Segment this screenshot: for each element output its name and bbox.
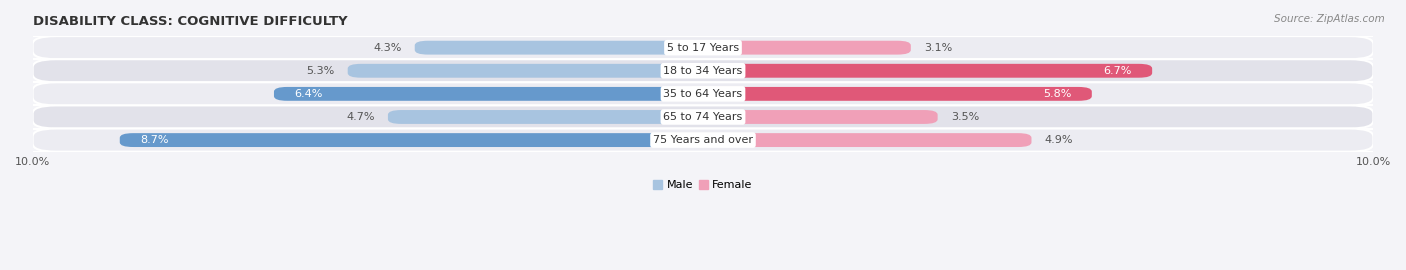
FancyBboxPatch shape	[415, 41, 703, 55]
Text: 3.5%: 3.5%	[950, 112, 980, 122]
Text: 65 to 74 Years: 65 to 74 Years	[664, 112, 742, 122]
Text: 18 to 34 Years: 18 to 34 Years	[664, 66, 742, 76]
FancyBboxPatch shape	[120, 133, 703, 147]
FancyBboxPatch shape	[703, 41, 911, 55]
Text: Source: ZipAtlas.com: Source: ZipAtlas.com	[1274, 14, 1385, 23]
Text: 4.3%: 4.3%	[373, 43, 401, 53]
FancyBboxPatch shape	[32, 59, 1374, 82]
Text: 4.9%: 4.9%	[1045, 135, 1073, 145]
Text: 75 Years and over: 75 Years and over	[652, 135, 754, 145]
Text: 4.7%: 4.7%	[346, 112, 374, 122]
Text: 5 to 17 Years: 5 to 17 Years	[666, 43, 740, 53]
Text: 6.7%: 6.7%	[1104, 66, 1132, 76]
FancyBboxPatch shape	[703, 87, 1092, 101]
Text: 35 to 64 Years: 35 to 64 Years	[664, 89, 742, 99]
Legend: Male, Female: Male, Female	[650, 175, 756, 195]
FancyBboxPatch shape	[32, 36, 1374, 59]
FancyBboxPatch shape	[347, 64, 703, 78]
Text: 6.4%: 6.4%	[294, 89, 322, 99]
FancyBboxPatch shape	[703, 110, 938, 124]
FancyBboxPatch shape	[703, 64, 1152, 78]
Text: DISABILITY CLASS: COGNITIVE DIFFICULTY: DISABILITY CLASS: COGNITIVE DIFFICULTY	[32, 15, 347, 28]
Text: 5.3%: 5.3%	[307, 66, 335, 76]
Text: 8.7%: 8.7%	[139, 135, 169, 145]
FancyBboxPatch shape	[274, 87, 703, 101]
FancyBboxPatch shape	[32, 129, 1374, 152]
FancyBboxPatch shape	[703, 133, 1032, 147]
Text: 3.1%: 3.1%	[924, 43, 952, 53]
Text: 5.8%: 5.8%	[1043, 89, 1071, 99]
FancyBboxPatch shape	[32, 82, 1374, 105]
FancyBboxPatch shape	[32, 105, 1374, 129]
FancyBboxPatch shape	[388, 110, 703, 124]
